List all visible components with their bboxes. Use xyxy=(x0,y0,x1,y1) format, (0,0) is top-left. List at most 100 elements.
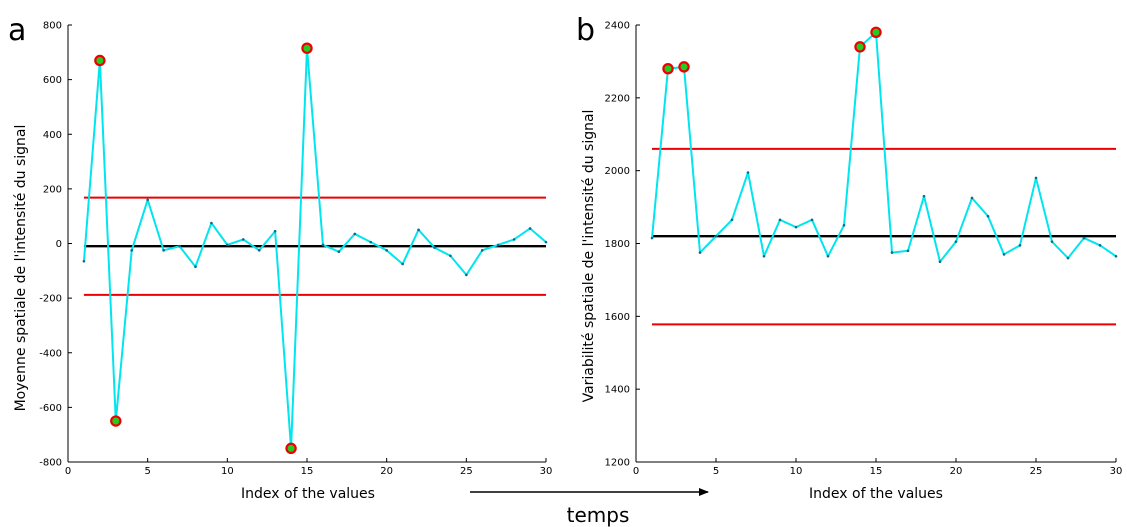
data-point-b xyxy=(650,236,654,240)
x-tick-label-a: 25 xyxy=(460,466,473,477)
y-tick-label-a: 0 xyxy=(56,239,62,250)
y-tick-label-b: 1200 xyxy=(605,458,630,469)
data-point-b xyxy=(730,218,734,222)
y-tick-label-a: 600 xyxy=(43,75,62,86)
data-point-b xyxy=(1098,244,1102,247)
data-point-a xyxy=(337,250,341,253)
data-point-a xyxy=(257,249,261,252)
y-tick-label-a: -400 xyxy=(39,348,62,359)
y-tick-label-b: 1400 xyxy=(605,385,630,396)
x-tick-label-b: 0 xyxy=(633,466,639,477)
data-point-a xyxy=(544,240,548,244)
y-tick-label-a: -200 xyxy=(39,294,62,305)
data-point-b xyxy=(778,218,782,222)
data-point-a xyxy=(496,243,500,247)
data-point-a xyxy=(241,238,245,241)
data-point-b xyxy=(1002,253,1006,256)
x-tick-label-b: 5 xyxy=(713,466,719,477)
x-tick-label-b: 15 xyxy=(870,466,883,477)
data-point-a xyxy=(385,249,388,252)
data-point-b xyxy=(1018,244,1022,247)
panel-a: a Moyenne spatiale de l'intensité du sig… xyxy=(8,13,552,502)
y-axis-label-b: Variabilité spatiale de l'intensité du s… xyxy=(581,110,597,403)
data-point-a xyxy=(130,249,134,252)
data-point-a xyxy=(480,249,484,252)
data-point-a xyxy=(512,238,516,241)
y-tick-label-b: 1600 xyxy=(605,312,630,323)
x-tick-label-b: 25 xyxy=(1030,466,1043,477)
data-point-a xyxy=(353,232,357,236)
outlier-marker-a xyxy=(110,415,122,427)
y-tick-label-a: 400 xyxy=(43,130,62,141)
x-tick-label-a: 15 xyxy=(301,466,314,477)
outlier-marker-b xyxy=(870,26,882,38)
data-point-b xyxy=(762,254,766,258)
data-point-a xyxy=(449,254,452,258)
y-axis-label-a: Moyenne spatiale de l'intensité du signa… xyxy=(13,125,29,412)
x-tick-label-b: 10 xyxy=(790,466,803,477)
outlier-marker-a xyxy=(285,442,297,455)
data-point-b xyxy=(714,234,718,238)
x-tick-label-a: 30 xyxy=(540,466,553,477)
data-point-a xyxy=(401,262,404,266)
data-point-a xyxy=(194,265,197,269)
x-tick-label-b: 30 xyxy=(1110,466,1123,477)
data-point-a xyxy=(146,198,149,202)
data-point-a xyxy=(178,244,181,248)
y-tick-label-a: 200 xyxy=(43,184,62,195)
data-point-b xyxy=(1034,176,1038,180)
data-point-a xyxy=(226,243,229,247)
data-point-b xyxy=(954,240,958,243)
data-point-a xyxy=(162,249,165,252)
data-point-b xyxy=(890,251,894,254)
data-point-b xyxy=(1050,240,1054,243)
plot-area-a: -800 -600 -400 -200 0 200 400 600 800 0 5 10 15 20 25 3… xyxy=(39,21,552,478)
y-tick-label-b: 2000 xyxy=(605,166,630,177)
outlier-marker-b xyxy=(662,62,674,75)
data-point-a xyxy=(528,227,532,230)
data-point-a xyxy=(433,246,436,249)
x-axis-label-a: Index of the values xyxy=(241,486,375,502)
x-axis-label-b: Index of the values xyxy=(809,486,943,502)
data-series-line-a xyxy=(82,47,547,450)
data-point-a xyxy=(210,221,213,225)
outlier-marker-b xyxy=(678,61,690,73)
x-tick-label-a: 5 xyxy=(144,466,150,477)
data-point-b xyxy=(970,196,974,200)
data-point-b xyxy=(986,214,990,218)
data-point-a xyxy=(417,228,420,232)
data-point-b xyxy=(746,171,750,174)
time-label: temps xyxy=(567,503,630,527)
panel-label-a: a xyxy=(8,13,26,48)
data-series-line-b xyxy=(651,31,1117,263)
outlier-marker-b xyxy=(854,41,866,53)
data-point-b xyxy=(1066,256,1070,260)
y-tick-label-a: -600 xyxy=(39,403,62,414)
panel-b: b Variabilité spatiale de l'intensité du… xyxy=(576,13,1122,502)
y-tick-label-b: 2200 xyxy=(605,93,630,104)
x-tick-label-a: 10 xyxy=(221,466,234,477)
outlier-marker-a xyxy=(94,54,106,67)
y-tick-label-a: 800 xyxy=(43,21,62,32)
data-point-b xyxy=(922,194,926,198)
data-point-a xyxy=(465,273,468,277)
data-point-b xyxy=(698,251,702,254)
y-tick-label-b: 2400 xyxy=(605,21,630,32)
panel-label-b: b xyxy=(576,13,595,48)
data-point-b xyxy=(1114,254,1118,258)
outlier-marker-a xyxy=(301,42,313,54)
data-point-b xyxy=(842,223,846,227)
data-point-a xyxy=(82,259,86,263)
data-point-b xyxy=(810,218,814,222)
data-point-b xyxy=(1082,236,1086,240)
data-point-a xyxy=(273,229,277,233)
y-tick-label-b: 1800 xyxy=(605,239,630,250)
x-tick-label-a: 0 xyxy=(65,466,71,477)
data-point-b xyxy=(938,260,942,264)
x-tick-label-b: 20 xyxy=(950,466,963,477)
data-point-b xyxy=(906,249,910,253)
data-point-b xyxy=(794,225,798,229)
data-point-a xyxy=(321,243,325,247)
plot-area-b: 1200 1400 1600 1800 2000 2200 2400 0 5 10 15 20 25 30 xyxy=(605,21,1123,478)
